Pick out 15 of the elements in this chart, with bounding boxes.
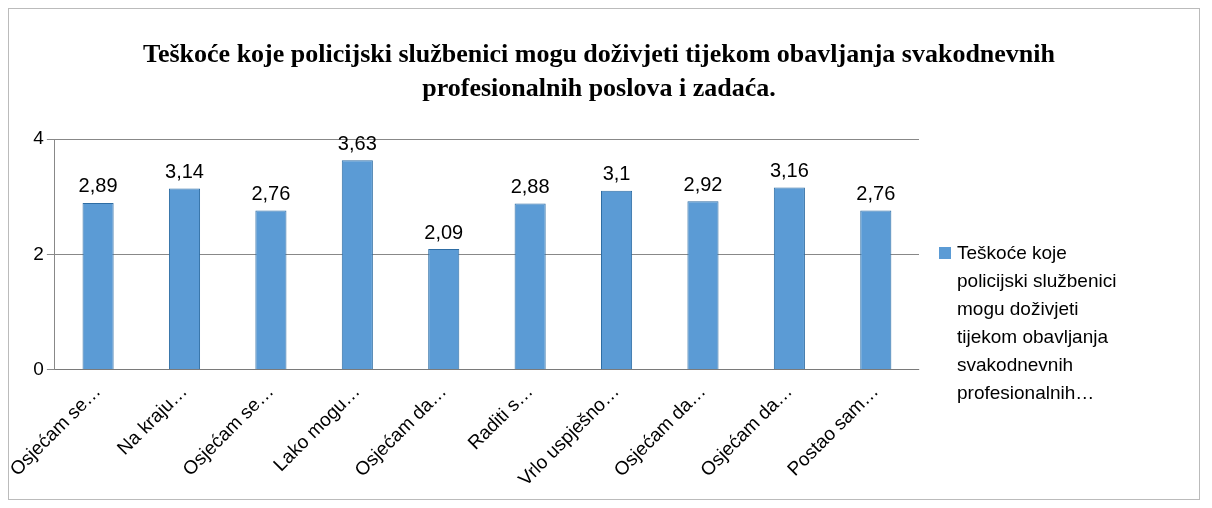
y-tick-label: 0 [33, 357, 44, 379]
y-tick-label: 4 [33, 127, 45, 149]
data-label: 2,89 [78, 174, 118, 197]
data-label: 2,76 [251, 181, 291, 204]
data-label: 2,76 [856, 181, 896, 204]
data-label: 2,88 [510, 175, 550, 198]
data-label: 3,1 [602, 162, 631, 185]
data-label: 3,14 [165, 160, 204, 183]
data-label: 3,16 [769, 158, 809, 181]
chart-title: Teškoće koje policijski službenici mogu doživjeti tijekom obavljanja svakodnevnih profesionalnih poslova i zadaća. [142, 38, 1056, 104]
data-label: 2,09 [424, 220, 464, 243]
legend-label: Teškoće koje policijski službenici mogu doživjeti tijekom obavljanja svakodnevnih profesionalnih… [957, 241, 1118, 405]
y-tick-label: 2 [33, 242, 44, 264]
data-label: 3,63 [337, 131, 377, 154]
data-label: 2,92 [683, 172, 723, 195]
